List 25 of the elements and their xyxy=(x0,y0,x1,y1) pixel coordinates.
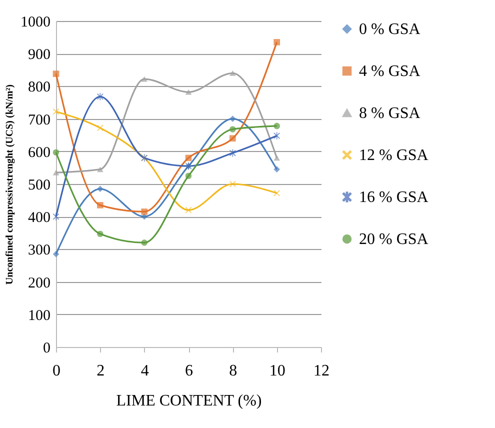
legend-label: 20 % GSA xyxy=(359,231,429,248)
legend-label: 0 % GSA xyxy=(359,21,421,38)
y-tick-label: 200 xyxy=(28,275,50,292)
x-tick-label: 2 xyxy=(96,362,105,380)
y-tick-label: 800 xyxy=(28,80,50,96)
x-axis-title: LIME CONTENT (%) xyxy=(116,392,262,410)
y-tick-label: 700 xyxy=(28,112,50,128)
x-tick-label: 8 xyxy=(229,362,238,380)
y-axis-title: Unconfined compressivstrenght (UCS) (kN/m²) xyxy=(4,84,16,285)
y-tick-label: 900 xyxy=(28,47,50,64)
legend-label: 16 % GSA xyxy=(359,189,429,206)
legend-label: 8 % GSA xyxy=(359,105,421,122)
y-tick-label: 100 xyxy=(28,308,50,324)
y-tick-label: 0 xyxy=(43,340,50,356)
y-tick-label: 500 xyxy=(28,178,50,194)
x-tick-label: 10 xyxy=(269,362,286,380)
x-tick-label: 12 xyxy=(314,362,330,380)
y-tick-label: 400 xyxy=(28,210,50,226)
y-tick-label: 300 xyxy=(28,242,50,259)
x-tick-label: 4 xyxy=(140,362,149,380)
y-tick-label: 1000 xyxy=(20,14,50,30)
x-tick-label: 6 xyxy=(185,362,193,380)
legend-label: 12 % GSA xyxy=(359,147,429,164)
y-tick-label: 600 xyxy=(28,144,50,161)
legend-label: 4 % GSA xyxy=(359,63,421,80)
